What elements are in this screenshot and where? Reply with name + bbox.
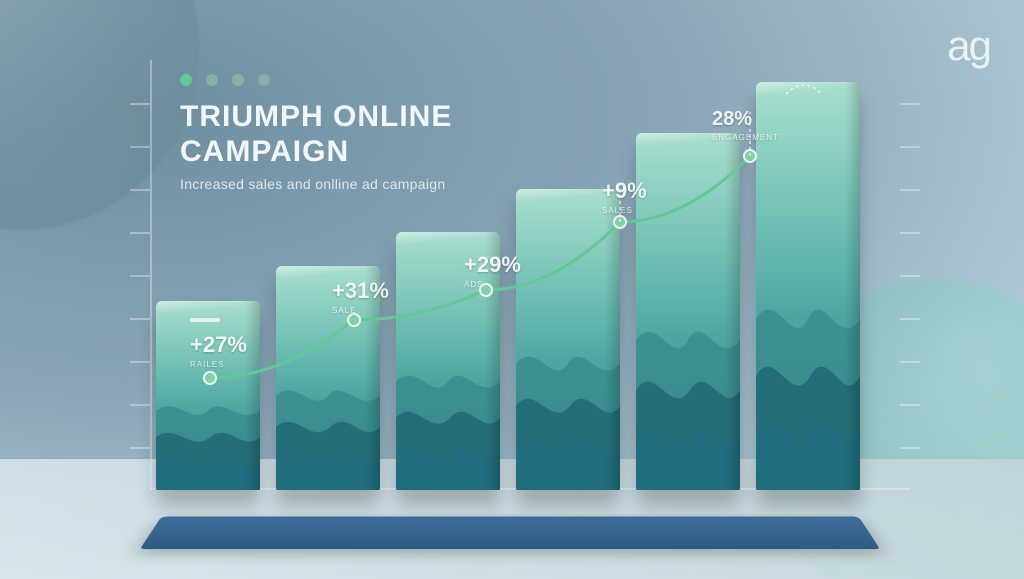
axis-tick <box>130 318 150 320</box>
percent-label: +31%SALE <box>332 278 389 315</box>
axis-tick <box>900 318 920 320</box>
axis-tick <box>130 361 150 363</box>
axis-tick <box>900 361 920 363</box>
axis-ticks-left <box>120 60 150 490</box>
accent-bar <box>190 318 220 322</box>
percent-label: +9%SALES <box>602 178 647 215</box>
axis-tick <box>130 189 150 191</box>
chart-frame: TRIUMPH ONLINE CAMPAIGN Increased sales … <box>150 60 870 490</box>
callout-line <box>786 85 822 94</box>
data-point <box>348 314 360 326</box>
percent-sublabel: SALES <box>602 206 647 215</box>
infographic-stage: ag TRIUMPH ONLINE CAMPAIGN Increased sal… <box>0 0 1024 579</box>
axis-tick <box>130 146 150 148</box>
axis-tick <box>130 447 150 449</box>
percent-sublabel: SALE <box>332 306 389 315</box>
axis-tick <box>900 275 920 277</box>
percent-label: +29%ADS <box>464 252 521 289</box>
axis-ticks-right <box>900 60 930 490</box>
axis-tick <box>130 232 150 234</box>
percent-sublabel: ADS <box>464 280 521 289</box>
percent-label: 28%ENGAGEMENT <box>712 108 779 142</box>
axis-tick <box>900 189 920 191</box>
axis-tick <box>130 275 150 277</box>
percent-sublabel: RAILES <box>190 360 247 369</box>
axis-tick <box>900 404 920 406</box>
base-mat <box>140 517 880 549</box>
axis-tick <box>900 232 920 234</box>
axis-tick <box>130 404 150 406</box>
brand-logo: ag <box>947 22 990 70</box>
axis-tick <box>130 103 150 105</box>
axis-tick <box>900 447 920 449</box>
axis-tick <box>900 146 920 148</box>
axis-tick <box>900 103 920 105</box>
percent-sublabel: ENGAGEMENT <box>712 133 779 142</box>
percent-label: +27%RAILES <box>190 332 247 369</box>
data-point <box>204 372 216 384</box>
